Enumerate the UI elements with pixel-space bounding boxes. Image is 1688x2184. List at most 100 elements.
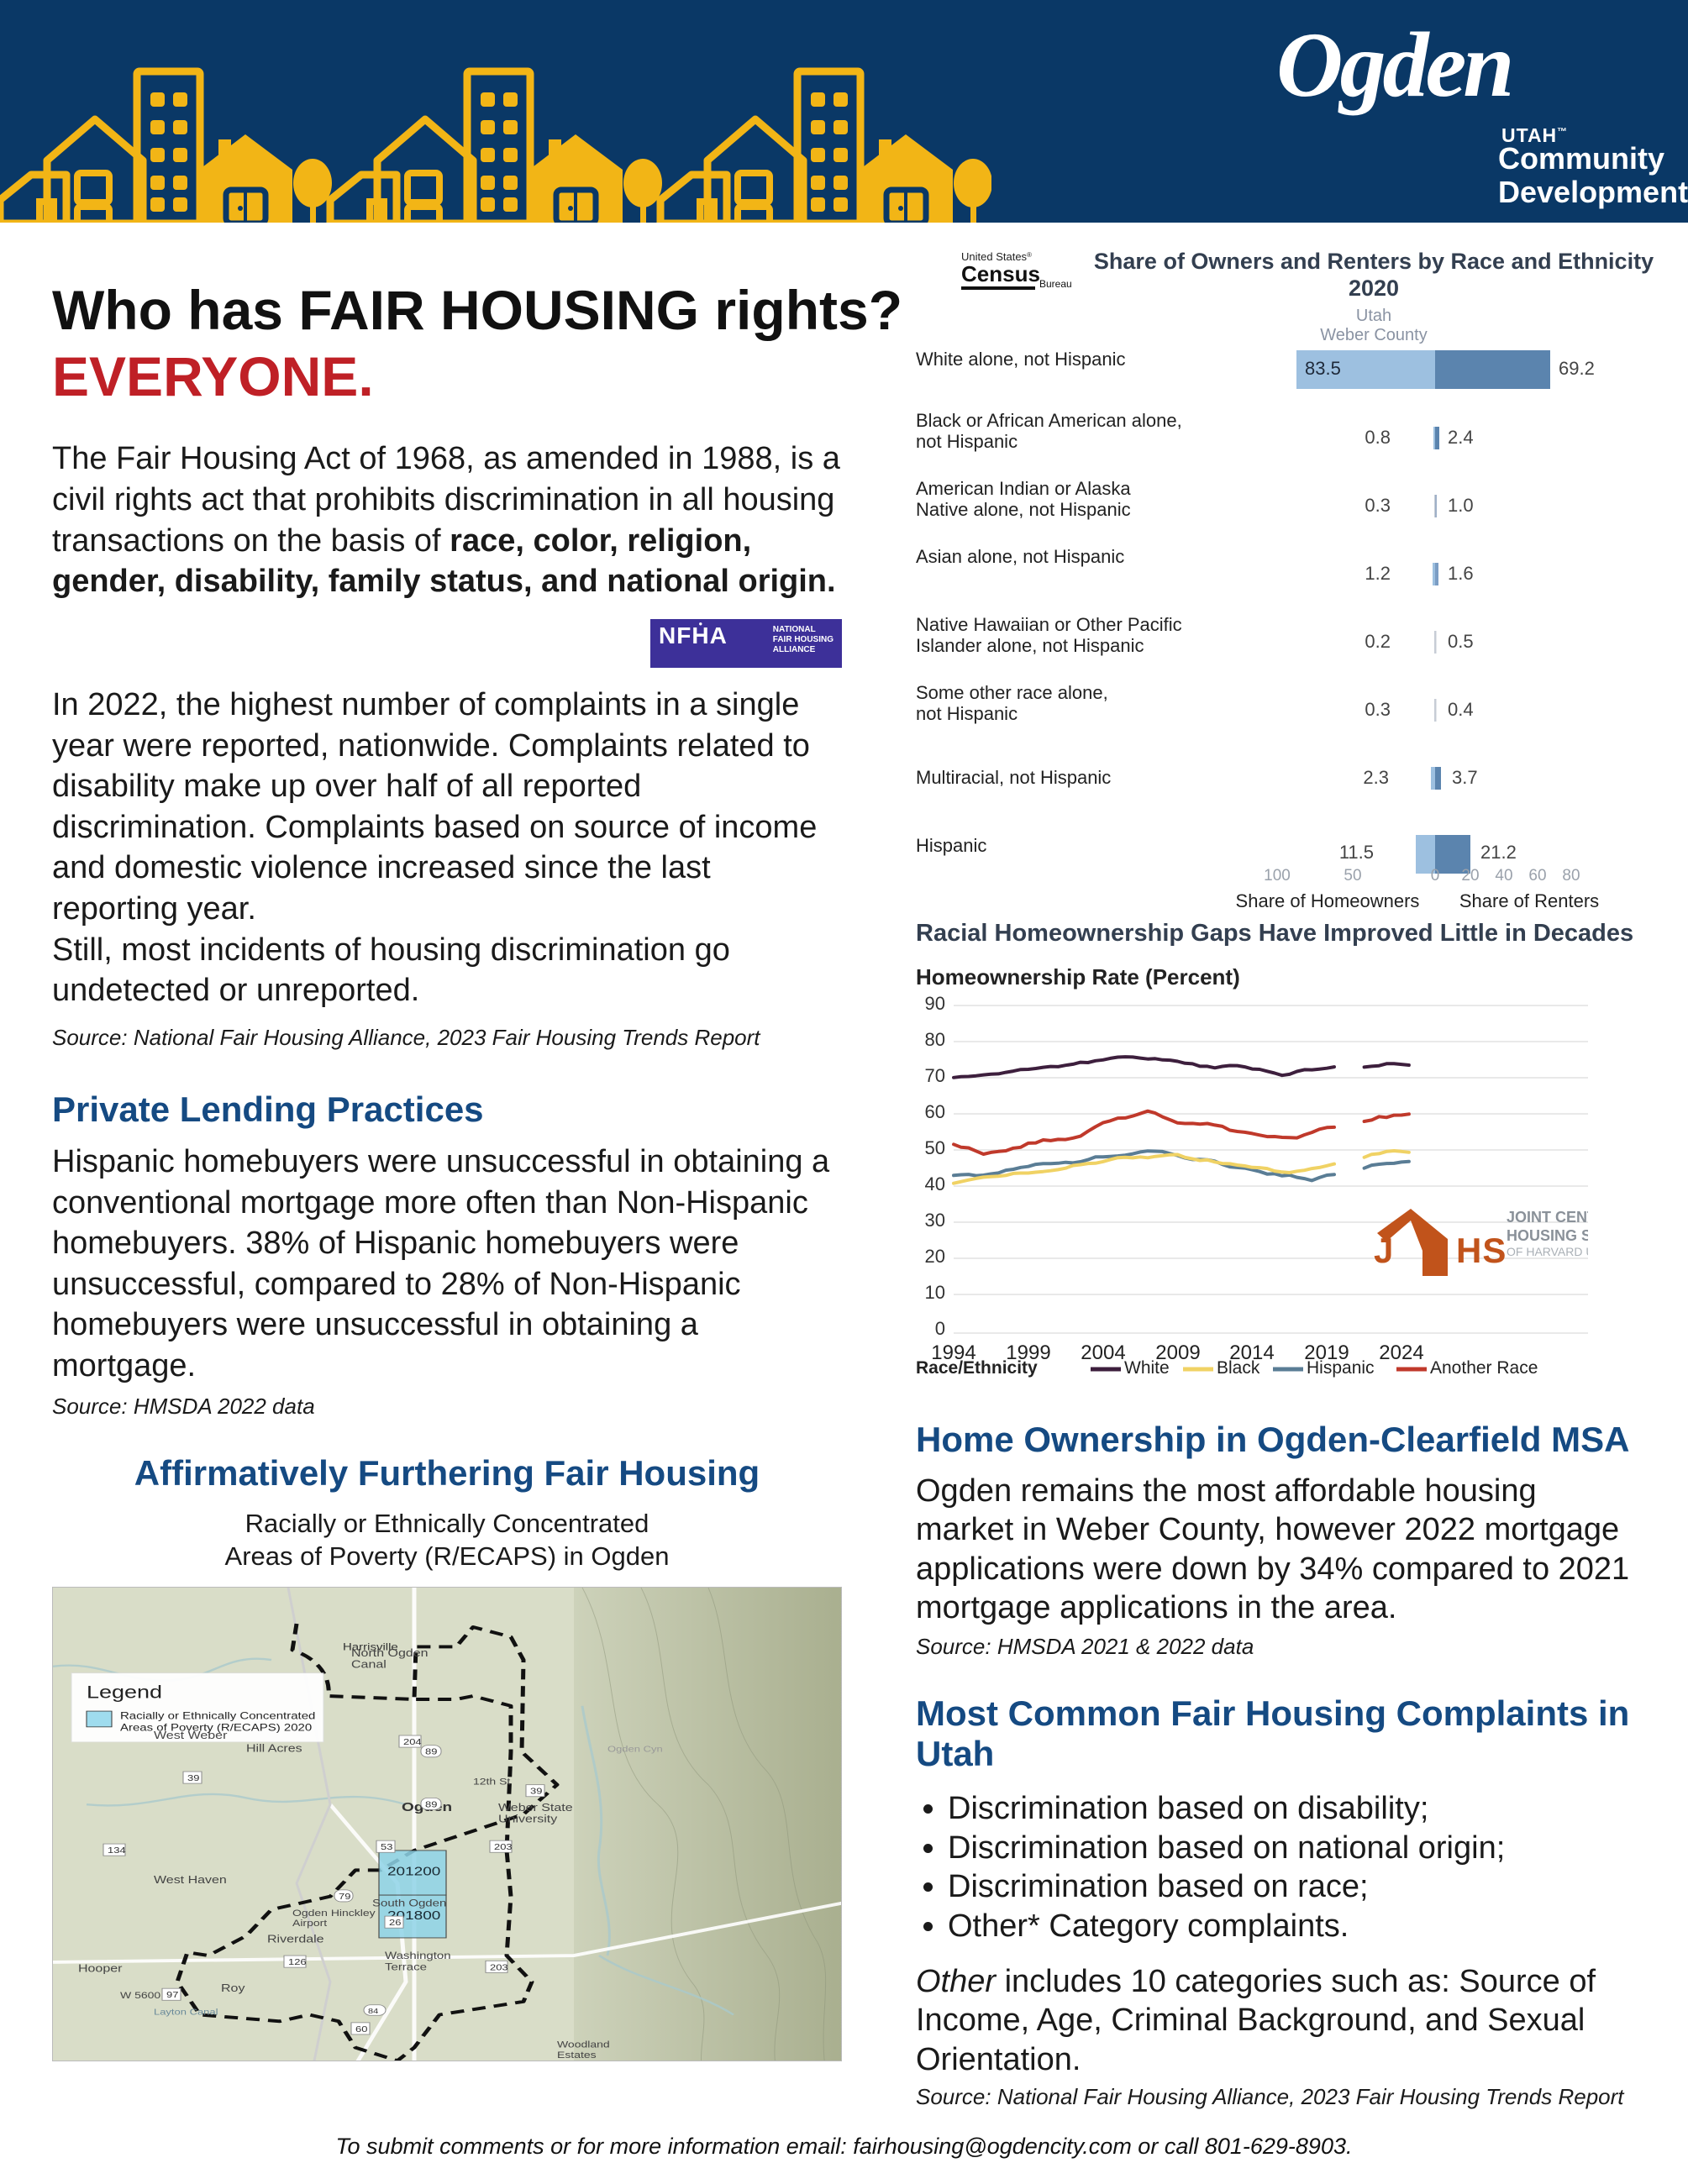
svg-text:JOINT CENTER FOR: JOINT CENTER FOR: [1507, 1209, 1588, 1226]
svg-text:60: 60: [925, 1101, 945, 1122]
svg-text:Some other race alone,: Some other race alone,: [916, 682, 1108, 703]
svg-text:Census: Census: [961, 261, 1040, 286]
svg-text:11.5: 11.5: [1339, 842, 1374, 863]
svg-text:White: White: [1124, 1358, 1170, 1378]
svg-text:26: 26: [389, 1918, 401, 1927]
svg-text:White alone, not Hispanic: White alone, not Hispanic: [916, 349, 1125, 370]
svg-text:0.3: 0.3: [1365, 495, 1391, 516]
svg-text:40: 40: [925, 1173, 945, 1194]
svg-text:Ogden Cyn: Ogden Cyn: [607, 1745, 663, 1754]
svg-text:79: 79: [339, 1892, 350, 1901]
svg-text:OF HARVARD UNIVERSITY: OF HARVARD UNIVERSITY: [1507, 1245, 1588, 1258]
svg-text:not Hispanic: not Hispanic: [916, 431, 1018, 452]
svg-text:84: 84: [368, 2008, 379, 2016]
svg-text:Hill Acres: Hill Acres: [246, 1743, 302, 1755]
svg-text:Hispanic: Hispanic: [916, 835, 986, 856]
svg-text:0.8: 0.8: [1365, 427, 1391, 448]
svg-text:2020: 2020: [1349, 276, 1399, 301]
svg-text:3.7: 3.7: [1452, 767, 1478, 788]
svg-text:Racially or Ethnically Concent: Racially or Ethnically Concentrated: [120, 1710, 315, 1721]
svg-text:Bureau: Bureau: [1039, 278, 1072, 290]
svg-text:South Ogden: South Ogden: [372, 1898, 446, 1908]
svg-text:Islander alone, not Hispanic: Islander alone, not Hispanic: [916, 635, 1144, 656]
svg-text:0.5: 0.5: [1448, 631, 1474, 652]
svg-text:Hooper: Hooper: [78, 1963, 123, 1975]
svg-text:21.2: 21.2: [1480, 842, 1517, 863]
svg-text:50: 50: [1344, 867, 1361, 885]
svg-text:Layton Canal: Layton Canal: [154, 2008, 218, 2017]
svg-text:Terrace: Terrace: [385, 1961, 427, 1972]
svg-text:60: 60: [1528, 867, 1546, 885]
svg-text:2.3: 2.3: [1363, 767, 1389, 788]
svg-text:80: 80: [925, 1029, 945, 1050]
svg-text:American Indian or Alaska: American Indian or Alaska: [916, 478, 1131, 499]
svg-text:Native Hawaiian or Other Pacif: Native Hawaiian or Other Pacific: [916, 614, 1182, 635]
svg-text:50: 50: [925, 1137, 945, 1158]
svg-text:89: 89: [425, 1800, 437, 1809]
svg-text:0.3: 0.3: [1365, 699, 1391, 720]
svg-text:1.6: 1.6: [1448, 563, 1474, 584]
svg-text:40: 40: [1495, 867, 1512, 885]
svg-text:Homeownership Rate (Percent): Homeownership Rate (Percent): [916, 966, 1240, 990]
svg-text:Canal: Canal: [351, 1659, 387, 1671]
svg-text:12th St: 12th St: [473, 1777, 511, 1787]
svg-text:126: 126: [288, 1957, 307, 1966]
svg-text:203: 203: [494, 1842, 513, 1851]
svg-text:201200: 201200: [387, 1865, 440, 1879]
svg-text:Riverdale: Riverdale: [267, 1934, 324, 1945]
svg-text:203: 203: [490, 1963, 508, 1972]
svg-text:0: 0: [935, 1318, 945, 1339]
svg-text:1.0: 1.0: [1448, 495, 1474, 516]
svg-text:not Hispanic: not Hispanic: [916, 703, 1018, 724]
svg-text:HS: HS: [1456, 1231, 1507, 1270]
svg-text:97: 97: [166, 1990, 178, 1999]
svg-text:Weber County: Weber County: [1320, 326, 1427, 344]
svg-text:60: 60: [355, 2024, 368, 2034]
svg-text:Black: Black: [1217, 1358, 1260, 1378]
svg-text:Native alone, not Hispanic: Native alone, not Hispanic: [916, 499, 1131, 520]
svg-text:2.4: 2.4: [1448, 427, 1474, 448]
svg-text:0.2: 0.2: [1365, 631, 1391, 652]
svg-text:30: 30: [925, 1210, 945, 1231]
svg-text:1.2: 1.2: [1365, 563, 1391, 584]
svg-text:90: 90: [925, 993, 945, 1014]
svg-text:20: 20: [1461, 867, 1479, 885]
svg-text:204: 204: [403, 1737, 422, 1746]
svg-text:70: 70: [925, 1065, 945, 1086]
svg-text:West Haven: West Haven: [154, 1875, 227, 1887]
svg-text:Race/Ethnicity: Race/Ethnicity: [916, 1358, 1038, 1378]
svg-text:Washington: Washington: [385, 1950, 451, 1961]
svg-text:69.2: 69.2: [1559, 358, 1595, 379]
svg-text:39: 39: [187, 1773, 199, 1782]
svg-text:University: University: [498, 1814, 558, 1825]
svg-text:Multiracial, not Hispanic: Multiracial, not Hispanic: [916, 767, 1111, 788]
svg-text:10: 10: [925, 1282, 945, 1303]
svg-text:Black or African American alon: Black or African American alone,: [916, 410, 1182, 431]
svg-text:Roy: Roy: [221, 1983, 245, 1995]
svg-text:89: 89: [425, 1747, 437, 1756]
svg-text:39: 39: [530, 1787, 542, 1796]
svg-text:Share of Renters: Share of Renters: [1459, 890, 1599, 911]
svg-text:53: 53: [381, 1842, 392, 1851]
svg-text:Legend: Legend: [87, 1683, 162, 1703]
svg-text:83.5: 83.5: [1305, 358, 1341, 379]
svg-text:Share of Homeowners: Share of Homeowners: [1236, 890, 1420, 911]
svg-text:Woodland: Woodland: [557, 2040, 610, 2050]
svg-text:Harrisville: Harrisville: [343, 1641, 398, 1652]
svg-text:2024: 2024: [1379, 1341, 1423, 1364]
svg-text:Ogden Hinckley: Ogden Hinckley: [292, 1908, 376, 1919]
svg-text:0: 0: [1431, 867, 1440, 885]
svg-text:Airport: Airport: [292, 1918, 328, 1928]
svg-text:Utah: Utah: [1356, 307, 1391, 325]
svg-text:Weber State: Weber State: [498, 1802, 573, 1814]
svg-text:Hispanic: Hispanic: [1307, 1358, 1375, 1378]
svg-text:134: 134: [108, 1845, 126, 1855]
svg-text:HOUSING STUDIES: HOUSING STUDIES: [1507, 1227, 1588, 1244]
svg-text:Share of Owners and Renters by: Share of Owners and Renters by Race and …: [1094, 252, 1654, 274]
svg-text:100: 100: [1264, 867, 1291, 885]
svg-text:Asian alone, not Hispanic: Asian alone, not Hispanic: [916, 546, 1124, 567]
svg-text:0.4: 0.4: [1448, 699, 1474, 720]
svg-text:West Weber: West Weber: [154, 1730, 228, 1741]
svg-text:2004: 2004: [1081, 1341, 1125, 1364]
svg-text:20: 20: [925, 1246, 945, 1267]
